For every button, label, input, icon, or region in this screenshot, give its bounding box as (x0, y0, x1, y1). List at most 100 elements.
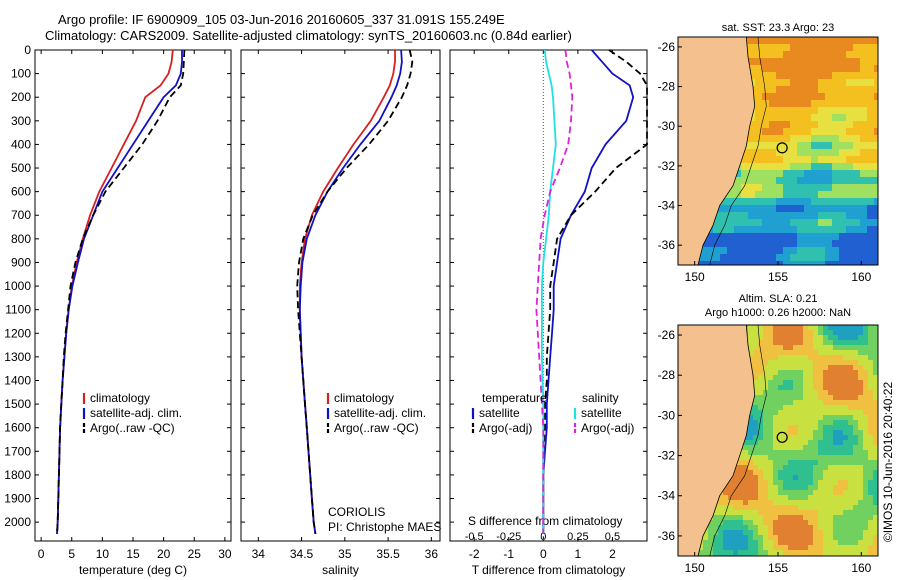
y-tick-label: 600 (11, 185, 31, 199)
series-line-temperature-satellite (542, 49, 635, 534)
x-tick-label: 150 (685, 270, 705, 284)
s-axis-tick-label: -0.25 (496, 531, 521, 543)
y-tick-label: 1000 (4, 279, 31, 293)
legend-label: Argo(-adj) (581, 421, 634, 435)
y-tick-label: -28 (658, 80, 676, 94)
legend-label: Argo(-adj) (479, 421, 532, 435)
x-tick-label: 34 (252, 547, 266, 561)
x-tick-label: 34.5 (290, 547, 314, 561)
institution-label: CORIOLIS (328, 505, 385, 519)
y-tick-label: -32 (658, 449, 676, 463)
legend-label: satellite-adj. clim. (90, 406, 182, 420)
y-tick-label: -34 (658, 199, 676, 213)
temperature-profile-frame (34, 49, 232, 542)
pi-label: PI: Christophe MAES (328, 520, 441, 534)
sla-map-panel: -26 -28 -30 -32 -34 -36 150 155 160 Altim. SLA: 0… (658, 293, 879, 575)
y-tick-label: 1600 (4, 421, 31, 435)
credit-label: ©IMOS 10-Jun-2016 20:40:22 (881, 382, 895, 543)
s-axis-tick-label: 0.25 (567, 531, 588, 543)
salinity-profile-frame (240, 49, 441, 542)
x-tick-label: 155 (768, 270, 788, 284)
series-line-argo-raw-qc- (296, 49, 414, 535)
series-line-satellite-adj-clim- (56, 50, 183, 534)
s-axis-tick-label: -0.5 (465, 531, 484, 543)
y-tick-label: 2000 (4, 515, 31, 529)
y-tick-label: 1200 (4, 326, 31, 340)
x-tick-label: 1 (575, 547, 582, 561)
x-tick-label: 20 (157, 547, 171, 561)
series-line-argo-raw-qc- (56, 49, 186, 534)
x-tick-label: 30 (218, 547, 232, 561)
series-line-temperature-argo-adj- (542, 49, 648, 534)
y-tick-label: -26 (658, 40, 676, 54)
land-mass (678, 325, 756, 556)
y-tick-label: 800 (11, 232, 31, 246)
x-tick-label: 160 (851, 270, 871, 284)
y-tick-label: 1900 (4, 492, 31, 506)
x-tick-label: 155 (768, 561, 788, 575)
x-axis-label: temperature (deg C) (79, 563, 187, 577)
legend-label: Argo(..raw -QC) (90, 421, 175, 435)
y-tick-label: 200 (11, 90, 31, 104)
x-tick-label: 0 (38, 547, 45, 561)
y-tick-label: -36 (658, 529, 676, 543)
y-tick-label: 1300 (4, 350, 31, 364)
difference-profile-panel: -2 -1 0 1 2 T difference from climatology -0.5… (449, 49, 648, 577)
sla-map-subtitle: Argo h1000: 0.26 h2000: NaN (705, 307, 851, 319)
x-tick-label: 0 (540, 547, 547, 561)
sst-map-panel: -26 -28 -30 -32 -34 -36 150 155 160 sat. SST: 23.… (658, 22, 879, 284)
legend-label: climatology (90, 391, 150, 405)
legend-title-temperature: temperature (482, 391, 547, 405)
x-tick-label: 5 (68, 547, 75, 561)
x-tick-label: 15 (126, 547, 140, 561)
argo-position-marker (776, 431, 788, 443)
x-tick-label: 25 (188, 547, 202, 561)
y-tick-label: 1400 (4, 373, 31, 387)
y-tick-label: -30 (658, 408, 676, 422)
land-mass (678, 37, 756, 265)
sst-map-title: sat. SST: 23.3 Argo: 23 (722, 22, 835, 34)
x-tick-label: 35.5 (376, 547, 400, 561)
sla-map-field (678, 325, 878, 556)
legend-label: satellite (581, 406, 622, 420)
series-line-salinity-argo-adj- (535, 49, 574, 534)
x-tick-label: 150 (685, 561, 705, 575)
y-tick-label: -30 (658, 119, 676, 133)
y-tick-label: 1700 (4, 444, 31, 458)
sla-map-title: Altim. SLA: 0.21 (739, 293, 818, 305)
y-tick-label: 400 (11, 137, 31, 151)
sst-map-field (678, 37, 878, 265)
temperature-profile-panel: 0100200300400500600700800900100011001200… (4, 43, 232, 577)
y-tick-label: 100 (11, 67, 31, 81)
x-tick-label: -1 (503, 547, 514, 561)
y-tick-label: -28 (658, 368, 676, 382)
legend-label: satellite (479, 406, 520, 420)
legend-label: satellite-adj. clim. (334, 406, 426, 420)
y-tick-label: -32 (658, 159, 676, 173)
y-tick-label: 300 (11, 114, 31, 128)
x-tick-label: 160 (851, 561, 871, 575)
salinity-profile-panel: 34 34.5 35 35.5 36 salinity climatologysatelli… (240, 49, 441, 577)
y-tick-label: -34 (658, 489, 676, 503)
y-tick-label: 0 (24, 43, 31, 57)
x-axis-label: T difference from climatology (472, 563, 626, 577)
y-tick-label: -36 (658, 238, 676, 252)
y-tick-label: 900 (11, 255, 31, 269)
y-tick-label: -26 (658, 328, 676, 342)
s-axis-tick-label: 0.5 (605, 531, 620, 543)
y-tick-label: 1100 (5, 303, 31, 317)
x-tick-label: 10 (96, 547, 110, 561)
bathymetry-contour (709, 37, 767, 265)
x-tick-label: 36 (425, 547, 439, 561)
x-tick-label: -2 (469, 547, 480, 561)
difference-frame (449, 49, 648, 542)
x-axis-label: salinity (322, 563, 359, 577)
x-tick-label: 2 (609, 547, 616, 561)
y-tick-label: 1500 (4, 397, 31, 411)
argo-position-marker (776, 142, 788, 154)
legend-label: Argo(..raw -QC) (334, 421, 419, 435)
x-tick-label: 35 (338, 547, 352, 561)
y-tick-label: 700 (11, 208, 31, 222)
y-tick-label: 500 (11, 161, 31, 175)
